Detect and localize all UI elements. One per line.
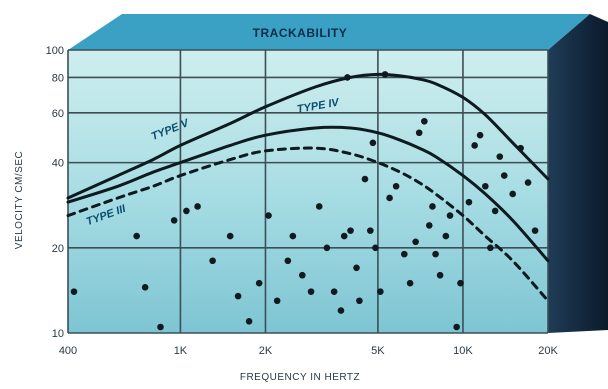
scatter-point-15 bbox=[289, 232, 297, 240]
scatter-point-38 bbox=[425, 222, 433, 229]
x-tick-label-5: 20K bbox=[538, 345, 558, 357]
scatter-point-37 bbox=[421, 117, 428, 125]
scatter-point-46 bbox=[465, 198, 473, 206]
y-tick-labels: 10 20 40 60 80 100 bbox=[46, 45, 64, 340]
x-tick-label-4: 10K bbox=[453, 345, 473, 357]
y-tick-label-4: 80 bbox=[52, 72, 64, 84]
scatter-point-17 bbox=[307, 288, 315, 295]
scatter-point-51 bbox=[491, 207, 499, 215]
scatter-point-41 bbox=[436, 271, 444, 279]
scatter-point-54 bbox=[509, 190, 517, 198]
scatter-point-50 bbox=[487, 244, 494, 252]
scatter-point-24 bbox=[353, 264, 360, 272]
scatter-point-26 bbox=[361, 175, 369, 183]
y-tick-label-1: 20 bbox=[52, 243, 64, 255]
curves bbox=[66, 72, 550, 303]
x-tick-label-3: 5K bbox=[371, 345, 385, 357]
scatter-points bbox=[70, 71, 539, 331]
scatter-point-3 bbox=[157, 323, 164, 331]
scatter-point-53 bbox=[500, 172, 508, 179]
scatter-point-32 bbox=[392, 182, 400, 190]
scatter-point-57 bbox=[531, 227, 539, 234]
x-tick-labels: 400 1K 2K 5K 10K 20K bbox=[59, 345, 559, 357]
scatter-point-12 bbox=[265, 212, 272, 219]
scatter-point-14 bbox=[284, 257, 292, 265]
scatter-point-28 bbox=[372, 244, 379, 252]
scatter-point-40 bbox=[432, 250, 439, 258]
scatter-point-42 bbox=[442, 232, 450, 240]
scatter-point-23 bbox=[347, 227, 354, 234]
scatter-point-10 bbox=[245, 317, 253, 325]
scatter-point-8 bbox=[226, 232, 234, 240]
scatter-point-45 bbox=[457, 279, 464, 287]
banner-top-face bbox=[68, 14, 590, 50]
scatter-point-44 bbox=[453, 323, 460, 331]
scatter-point-13 bbox=[273, 297, 281, 305]
scatter-point-48 bbox=[476, 131, 484, 139]
scatter-point-39 bbox=[429, 203, 436, 210]
scatter-point-16 bbox=[298, 271, 306, 279]
scatter-point-49 bbox=[482, 182, 489, 190]
x-tick-label-1: 1K bbox=[174, 345, 188, 357]
y-tick-label-2: 40 bbox=[52, 158, 64, 170]
scatter-point-56 bbox=[524, 179, 532, 186]
scatter-point-29 bbox=[377, 288, 384, 295]
scatter-point-5 bbox=[183, 207, 190, 215]
scatter-point-0 bbox=[70, 288, 78, 295]
scatter-point-52 bbox=[496, 153, 504, 160]
series-line-1 bbox=[66, 125, 550, 263]
scatter-point-11 bbox=[255, 279, 263, 287]
scatter-point-4 bbox=[170, 217, 178, 224]
scatter-point-18 bbox=[315, 203, 323, 210]
scatter-point-19 bbox=[323, 244, 331, 252]
scatter-point-36 bbox=[415, 129, 423, 137]
x-tick-label-0: 400 bbox=[59, 345, 77, 357]
scatter-point-59 bbox=[369, 139, 377, 147]
scatter-point-1 bbox=[133, 232, 140, 240]
scatter-point-20 bbox=[330, 288, 338, 295]
x-axis-title: FREQUENCY IN HERTZ bbox=[240, 372, 360, 383]
series-line-2 bbox=[66, 146, 550, 303]
scatter-point-43 bbox=[446, 212, 454, 219]
scatter-point-35 bbox=[412, 238, 419, 246]
box-side-face bbox=[548, 14, 608, 333]
scatter-point-7 bbox=[209, 257, 216, 265]
x-tick-label-2: 2K bbox=[259, 345, 273, 357]
y-axis-title: VELOCITY CM/SEC bbox=[14, 151, 25, 249]
scatter-point-33 bbox=[400, 250, 408, 258]
series-line-0 bbox=[66, 72, 550, 200]
scatter-point-27 bbox=[367, 227, 374, 234]
chart-title: TRACKABILITY bbox=[253, 26, 348, 40]
y-tick-label-5: 100 bbox=[46, 45, 64, 57]
y-tick-label-0: 10 bbox=[52, 328, 64, 340]
scatter-point-31 bbox=[386, 194, 393, 202]
scatter-point-9 bbox=[234, 292, 242, 300]
scatter-point-2 bbox=[141, 284, 149, 291]
scatter-point-25 bbox=[356, 297, 363, 305]
scatter-point-21 bbox=[337, 307, 345, 314]
y-tick-label-3: 60 bbox=[52, 108, 64, 120]
scatter-point-6 bbox=[194, 203, 201, 210]
scatter-point-34 bbox=[406, 279, 414, 287]
scatter-point-47 bbox=[471, 142, 478, 149]
scatter-point-22 bbox=[340, 232, 348, 240]
